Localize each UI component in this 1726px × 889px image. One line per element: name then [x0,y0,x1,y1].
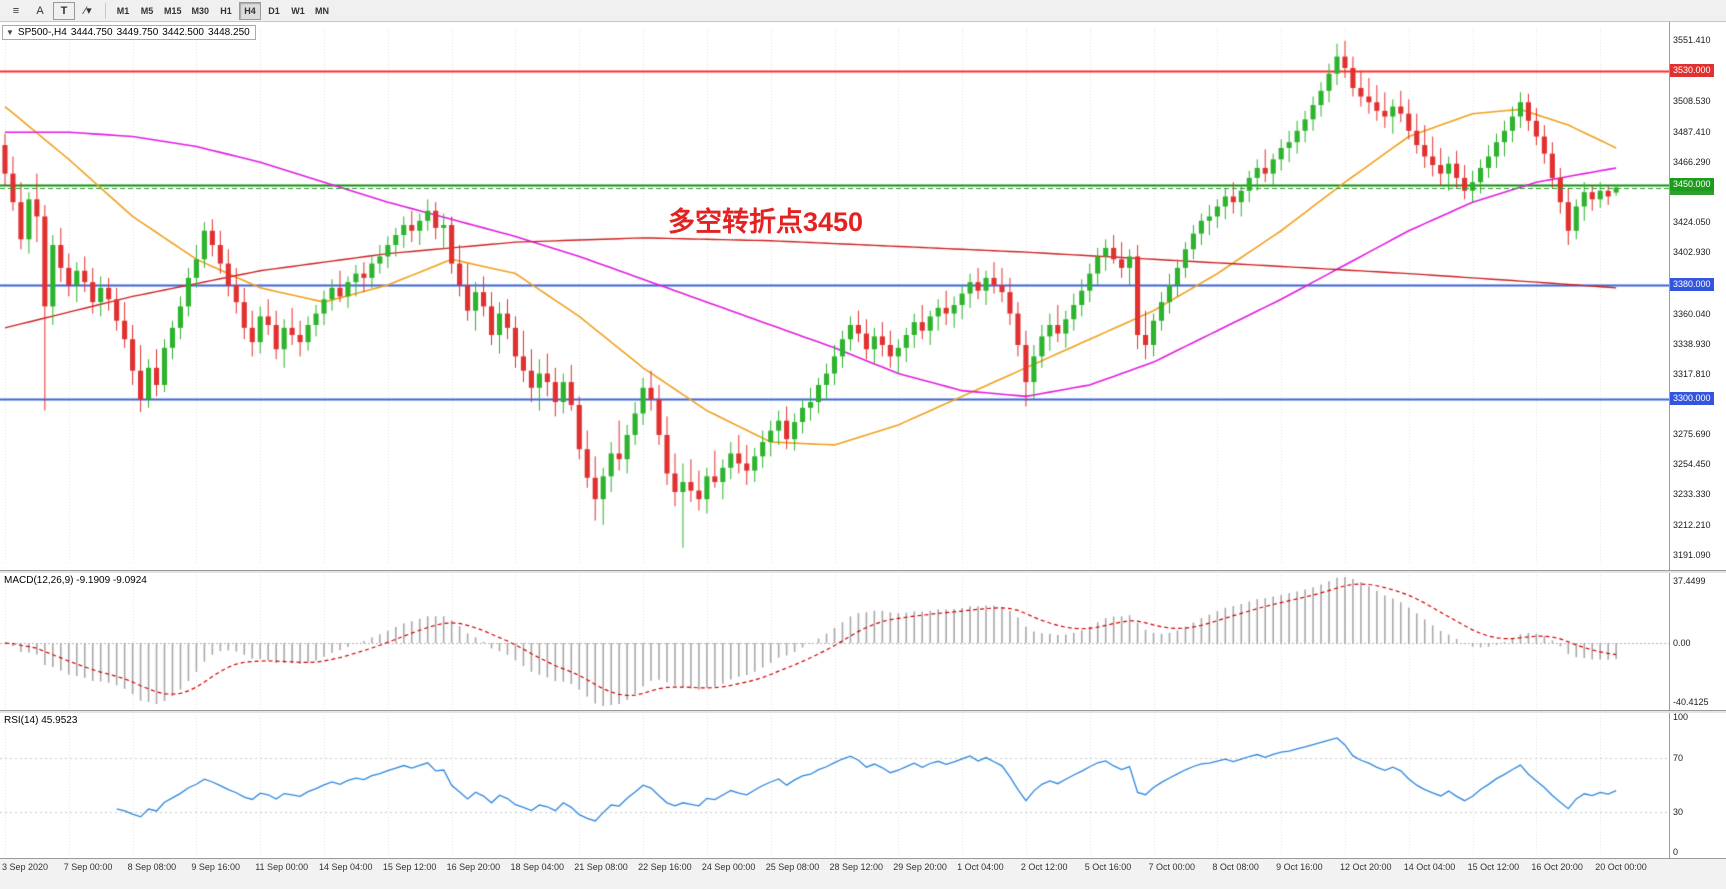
time-tick-label: 18 Sep 04:00 [510,862,565,872]
chart-ohlc-header: ▼ SP500-,H4 3444.750 3449.750 3442.500 3… [2,25,256,40]
symbol-period-label: SP500-,H4 [17,27,67,38]
price-tick-label: 3317.810 [1673,368,1711,379]
rsi-axis-30-label: 30 [1673,806,1684,817]
rsi-indicator-label: RSI(14) 45.9523 [4,715,78,726]
time-tick-label: 21 Sep 08:00 [574,862,628,872]
one-click-caret-icon[interactable]: ▼ [6,28,14,37]
rsi-axis-100-label: 100 [1673,712,1689,722]
toolbar: ≡ A T ∕▾ M1 M5 M15 M30 H1 H4 D1 W1 MN [0,0,1726,22]
ohlc-close: 3448.250 [208,27,250,38]
price-tick-label: 3466.290 [1673,156,1711,167]
price-tick-label: 3233.330 [1673,489,1711,500]
time-tick-label: 15 Oct 12:00 [1467,862,1520,872]
time-tick-label: 9 Oct 16:00 [1276,862,1323,872]
price-tick-label: 3338.930 [1673,338,1711,349]
chart-text-annotation: 多空转折点3450 [668,207,864,237]
price-tick-label: 3212.210 [1673,519,1711,530]
arrow-tool-button[interactable]: A [36,4,44,17]
timeframe-button-m30[interactable]: M30 [191,5,210,16]
timeframe-button-h4[interactable]: H4 [239,1,262,20]
time-tick-label: 24 Sep 00:00 [701,862,756,872]
time-tick-label: 1 Oct 04:00 [957,862,1004,872]
time-tick-label: 15 Sep 12:00 [382,862,437,872]
draw-tools-dropdown[interactable]: ∕▾ [84,5,92,17]
price-tick-label: 3402.930 [1673,247,1711,258]
macd-axis-top-label: 37.4499 [1673,576,1706,586]
time-tick-label: 12 Oct 20:00 [1339,862,1392,872]
price-tick-label: 3508.530 [1673,96,1711,107]
timeframe-button-d1[interactable]: D1 [268,5,280,16]
time-tick-label: 8 Sep 08:00 [127,862,177,872]
macd-axis-zero-label: 0.00 [1673,638,1691,649]
ohlc-open: 3444.750 [70,27,113,38]
time-tick-label: 28 Sep 12:00 [829,862,884,872]
menu-icon[interactable]: ≡ [12,4,20,17]
timeframe-button-group: M1 M5 M15 M30 H1 H4 D1 W1 MN [111,1,334,20]
timeframe-button-m15[interactable]: M15 [164,5,182,16]
price-tick-label: 3424.050 [1673,217,1711,228]
timeframe-button-w1[interactable]: W1 [291,5,305,16]
text-tool-button[interactable]: T [53,1,75,20]
price-tick-label: 3191.090 [1673,549,1711,560]
panel-divider-macd[interactable] [0,570,1726,573]
time-tick-label: 16 Sep 20:00 [446,862,501,872]
price-level-badge: 3530.000 [1670,63,1714,77]
toolbar-icon-group: ≡ A T ∕▾ [4,1,100,20]
timeframe-button-m5[interactable]: M5 [140,5,154,16]
ohlc-low: 3442.500 [162,27,204,38]
price-tick-label: 3360.040 [1673,308,1711,319]
rsi-axis-0-label: 0 [1673,847,1679,857]
time-tick-label: 16 Oct 20:00 [1531,862,1583,872]
time-tick-label: 11 Sep 00:00 [255,862,309,872]
panel-divider-rsi[interactable] [0,710,1726,713]
price-level-badge: 3380.000 [1670,278,1714,291]
price-tick-label: 3551.410 [1673,35,1711,46]
macd-axis-bottom-label: -40.4125 [1673,697,1709,707]
time-tick-label: 20 Oct 00:00 [1595,862,1647,872]
toolbar-separator [105,2,106,19]
time-axis-strip[interactable] [0,858,1726,889]
time-tick-label: 14 Oct 04:00 [1403,862,1456,872]
time-tick-label: 25 Sep 08:00 [765,862,820,872]
ohlc-high: 3449.750 [116,27,159,38]
timeframe-button-mn[interactable]: MN [315,5,330,16]
time-tick-label: 7 Oct 00:00 [1148,862,1196,872]
time-tick-label: 29 Sep 20:00 [893,862,947,872]
timeframe-button-h1[interactable]: H1 [220,5,232,16]
price-tick-label: 3254.450 [1673,459,1711,470]
time-tick-label: 14 Sep 04:00 [319,862,373,872]
time-tick-label: 8 Oct 08:00 [1212,862,1259,872]
price-level-badge: 3450.000 [1670,178,1714,192]
time-tick-label: 2 Oct 12:00 [1020,862,1068,872]
time-tick-label: 3 Sep 2020 [2,862,49,872]
macd-indicator-label: MACD(12,26,9) -9.1909 -9.0924 [4,575,147,586]
time-tick-label: 7 Sep 00:00 [63,862,113,872]
timeframe-button-m1[interactable]: M1 [116,5,130,16]
time-tick-label: 9 Sep 16:00 [191,862,240,872]
price-axis-column[interactable] [1669,22,1726,858]
time-tick-label: 22 Sep 16:00 [638,862,692,872]
price-tick-label: 3275.690 [1673,428,1711,439]
price-level-badge: 3300.000 [1670,392,1714,406]
time-tick-label: 5 Oct 16:00 [1084,862,1132,872]
price-tick-label: 3487.410 [1673,126,1711,137]
rsi-axis-70-label: 70 [1673,752,1684,763]
